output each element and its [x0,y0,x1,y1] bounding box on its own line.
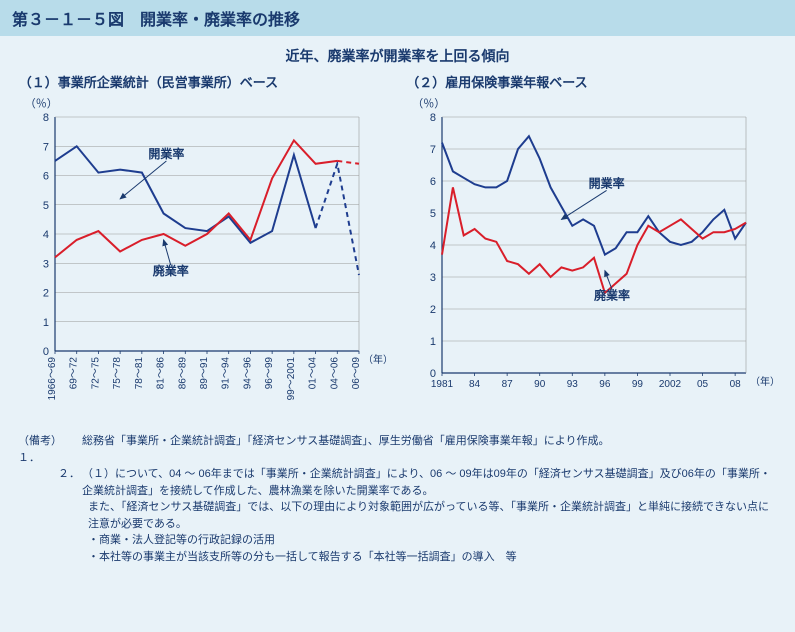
chart-1-block: （１）事業所企業統計（民営事業所）ベース （％） 0 1 2 3 4 5 6 7 8 1966～6… [19,72,389,421]
svg-text:87: 87 [502,379,514,390]
svg-text:93: 93 [567,379,579,390]
svg-text:廃業率: 廃業率 [152,263,188,278]
svg-text:3: 3 [430,272,436,284]
svg-text:86～89: 86～89 [177,357,188,390]
note-1-num: １． [18,452,40,464]
notes-block: （備考） １． 総務省「事業所・企業統計調査」「経済センサス基礎調査」、厚生労働省… [0,421,795,579]
chart-2-svg: 012345678198184879093969920020508（年）開業率廃… [406,111,776,401]
svg-text:（年）: （年） [363,353,389,366]
chart-2-yunit: （％） [412,95,776,111]
svg-text:廃業率: 廃業率 [594,287,630,302]
note-2-num: ２． [58,468,80,480]
svg-text:1: 1 [43,317,49,329]
svg-text:4: 4 [430,240,436,252]
note-2a-text: （１）について、04 ～ 06年までは「事業所・企業統計調査」により、06 ～ … [82,466,777,499]
chart-1-svg: 0 1 2 3 4 5 6 7 8 1966～69 69～72 72～75 75～78 78～81 81～8… [19,111,389,421]
notes-label: （備考） [18,435,62,447]
svg-text:8: 8 [43,112,49,124]
chart-1-yunit: （％） [25,95,389,111]
svg-text:69～72: 69～72 [68,357,79,390]
svg-text:08: 08 [730,379,742,390]
figure-subtitle: 近年、廃業率が開業率を上回る傾向 [0,36,795,72]
svg-text:96: 96 [600,379,612,390]
charts-row: （１）事業所企業統計（民営事業所）ベース （％） 0 1 2 3 4 5 6 7 8 1966～6… [0,72,795,421]
svg-text:1: 1 [430,336,436,348]
svg-text:75～78: 75～78 [112,357,123,390]
svg-text:78～81: 78～81 [134,357,145,390]
svg-text:01～04: 01～04 [307,357,318,390]
svg-text:2: 2 [430,304,436,316]
svg-text:90: 90 [534,379,546,390]
svg-text:96～99: 96～99 [264,357,275,390]
svg-text:2: 2 [43,288,49,300]
svg-text:0: 0 [43,346,49,358]
svg-text:99: 99 [632,379,644,390]
svg-text:89～91: 89～91 [199,357,210,390]
svg-text:2002: 2002 [659,379,682,390]
svg-text:（年）: （年） [750,375,776,388]
svg-text:6: 6 [43,171,49,183]
svg-text:開業率: 開業率 [589,175,625,190]
svg-text:94～96: 94～96 [242,357,253,390]
note-2b-text: また、「経済センサス基礎調査」では、以下の理由により対象範囲が広がっている等、「… [18,499,777,532]
svg-text:8: 8 [430,112,436,124]
svg-text:81～86: 81～86 [155,357,166,390]
svg-text:91～94: 91～94 [220,357,231,390]
svg-text:1981: 1981 [431,379,454,390]
chart-2-block: （２）雇用保険事業年報ベース （％） 012345678198184879093… [406,72,776,421]
svg-text:5: 5 [43,200,49,212]
svg-text:99～2001: 99～2001 [286,357,297,401]
svg-text:7: 7 [430,144,436,156]
svg-text:1966～69: 1966～69 [47,357,58,401]
svg-text:3: 3 [43,258,49,270]
svg-text:06～09: 06～09 [351,357,362,390]
svg-text:7: 7 [43,141,49,153]
note-2d-text: ・本社等の事業主が当該支所等の分も一括して報告する「本社等一括調査」の導入 等 [18,549,777,566]
svg-text:04～06: 04～06 [329,357,340,390]
svg-text:5: 5 [430,208,436,220]
svg-text:72～75: 72～75 [90,357,101,390]
figure-header: 第３－１－５図 開業率・廃業率の推移 [0,0,795,36]
svg-text:開業率: 開業率 [148,146,184,161]
chart-1-title: （１）事業所企業統計（民営事業所）ベース [19,72,389,91]
note-1-text: 総務省「事業所・企業統計調査」「経済センサス基礎調査」、厚生労働省「雇用保険事業… [82,433,777,466]
svg-text:05: 05 [697,379,709,390]
note-2c-text: ・商業・法人登記等の行政記録の活用 [18,532,777,549]
svg-text:84: 84 [469,379,481,390]
svg-text:4: 4 [43,229,49,241]
chart-2-title: （２）雇用保険事業年報ベース [406,72,776,91]
svg-text:6: 6 [430,176,436,188]
